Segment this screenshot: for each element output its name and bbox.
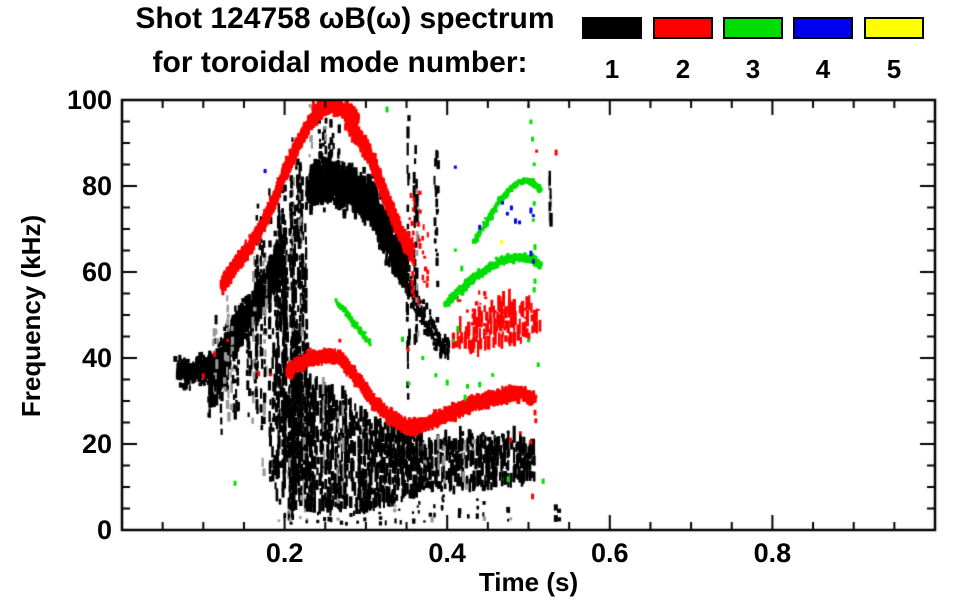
x-tick-label: 0.8: [753, 538, 792, 568]
y-tick-label: 80: [81, 171, 112, 201]
y-tick-label: 20: [81, 429, 112, 459]
legend-swatch-mode-2: [653, 17, 713, 39]
chart-title: Shot 124758 ωB(ω) spectrum: [135, 2, 555, 35]
legend-mode-label: 5: [886, 54, 902, 84]
legend-mode-label: 2: [675, 54, 691, 84]
legend-swatch-mode-4: [793, 17, 853, 39]
y-tick-label: 40: [81, 343, 112, 373]
x-tick-label: 0.2: [265, 538, 304, 568]
y-tick-label: 60: [81, 257, 112, 287]
legend-mode-label: 1: [604, 54, 620, 84]
y-tick-label: 0: [96, 515, 112, 545]
chart-subtitle: for toroidal mode number:: [152, 46, 528, 79]
legend-swatch-mode-1: [582, 17, 642, 39]
legend-swatch-mode-5: [864, 17, 924, 39]
y-axis-title: Frequency (kHz): [16, 214, 46, 418]
x-axis-title: Time (s): [478, 567, 579, 597]
legend-mode-label: 3: [745, 54, 761, 84]
x-tick-label: 0.4: [428, 538, 466, 568]
legend-mode-label: 4: [815, 54, 831, 84]
legend-swatch-mode-3: [723, 17, 783, 39]
x-tick-label: 0.6: [591, 538, 629, 568]
y-tick-label: 100: [66, 85, 112, 115]
